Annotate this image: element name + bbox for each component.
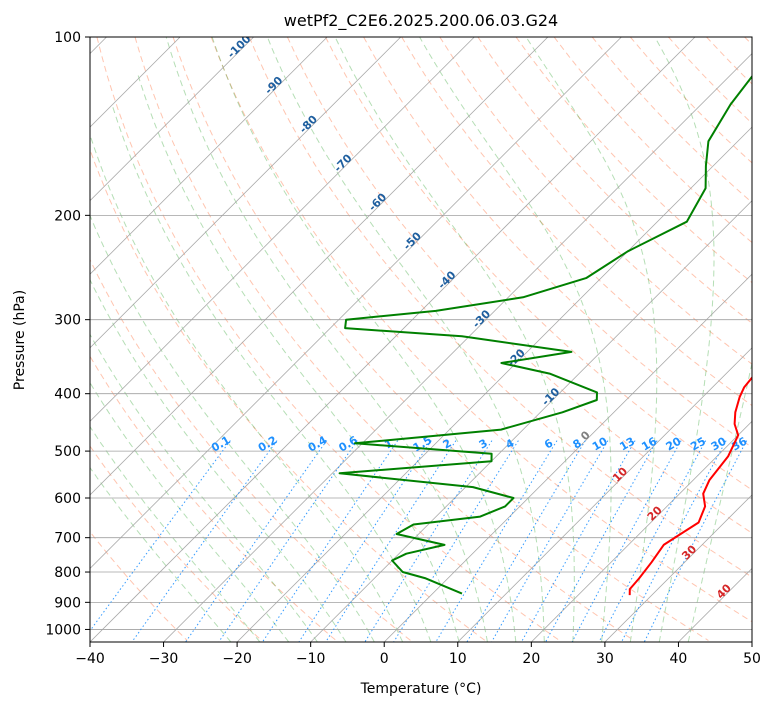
moist-adiabat-line bbox=[90, 381, 290, 642]
dry-adiabat-line bbox=[90, 148, 486, 641]
mixing-ratio-line bbox=[545, 440, 658, 642]
moist-adiabat-line bbox=[111, 104, 432, 642]
isotherm-line bbox=[90, 37, 475, 422]
y-tick-label: 200 bbox=[54, 208, 81, 224]
isotherm-line bbox=[310, 200, 752, 642]
dry-adiabat-line bbox=[90, 531, 188, 641]
mixing-ratio-line bbox=[621, 440, 727, 642]
dry-adiabat-line bbox=[172, 37, 709, 641]
moist-adiabat-line bbox=[334, 37, 575, 642]
y-tick-label: 400 bbox=[54, 387, 81, 403]
sounding-series-line bbox=[338, 74, 752, 595]
y-axis-title: Pressure (hPa) bbox=[12, 290, 28, 390]
isotherm-line bbox=[90, 37, 696, 642]
plot-area: -100-90-80-70-60-50-40-30-20-10010203040… bbox=[90, 37, 752, 642]
dry-adiabat-line bbox=[325, 37, 752, 491]
y-tick-label: 100 bbox=[54, 30, 81, 46]
dry-adiabat-line bbox=[96, 37, 560, 641]
y-tick-label: 1000 bbox=[45, 622, 81, 638]
sounding-profiles bbox=[338, 74, 752, 596]
isotherm-line bbox=[163, 52, 752, 642]
moist-adiabat-line bbox=[687, 360, 752, 642]
isotherm-line bbox=[457, 347, 752, 642]
isotherm-line bbox=[90, 37, 622, 570]
y-tick-label: 300 bbox=[54, 313, 81, 329]
moist-adiabat-line bbox=[90, 333, 318, 642]
x-tick-label: −30 bbox=[149, 651, 179, 667]
moist-adiabat-line bbox=[211, 37, 517, 642]
mixing-ratio-line bbox=[131, 440, 278, 642]
moist-adiabat-line bbox=[266, 37, 545, 642]
mixing-ratio-line bbox=[218, 440, 358, 642]
mixing-ratio-line bbox=[643, 440, 748, 642]
mixing-ratio-line bbox=[598, 440, 707, 642]
moist-adiabat-line bbox=[525, 37, 658, 642]
x-tick-label: 40 bbox=[670, 651, 688, 667]
moist-adiabat-line bbox=[136, 72, 460, 642]
mixing-ratio-line bbox=[491, 440, 609, 642]
y-tick-label: 500 bbox=[54, 444, 81, 460]
mixing-ratio-line bbox=[90, 440, 231, 632]
moist-adiabat-line bbox=[419, 37, 612, 642]
skewed-isotherms bbox=[90, 37, 752, 642]
plot-frame bbox=[89, 36, 753, 643]
y-axis-ticks: 100 200 300 400 500 600 700 800 900 1000 bbox=[45, 30, 90, 638]
isotherm-line bbox=[531, 420, 752, 642]
isotherm-line bbox=[604, 494, 752, 642]
y-tick-label: 900 bbox=[54, 595, 81, 611]
x-tick-label: 20 bbox=[522, 651, 540, 667]
x-tick-label: 10 bbox=[449, 651, 467, 667]
moist-adiabat-line bbox=[654, 37, 715, 642]
mixing-ratio-line bbox=[364, 440, 493, 642]
sounding-series-line bbox=[628, 376, 752, 596]
dry-adiabat-line bbox=[134, 37, 635, 641]
dry-adiabat-line bbox=[439, 37, 752, 365]
mixing-ratio-line bbox=[393, 440, 519, 642]
x-tick-label: −40 bbox=[75, 651, 105, 667]
mixing-ratio-line bbox=[571, 440, 682, 642]
isotherm-line bbox=[90, 37, 402, 349]
isotherm-line bbox=[90, 37, 328, 275]
mixing-ratio-line bbox=[435, 440, 558, 642]
x-tick-label: −20 bbox=[222, 651, 252, 667]
mixing-ratio-line bbox=[466, 440, 586, 642]
isotherm-line bbox=[236, 126, 752, 642]
x-tick-label: 50 bbox=[743, 651, 761, 667]
moist-adiabat-line bbox=[165, 37, 488, 642]
y-tick-label: 800 bbox=[54, 565, 81, 581]
x-axis-ticks: −40 −30 −20 −10 0 10 20 30 40 50 bbox=[75, 642, 761, 667]
x-tick-label: 30 bbox=[596, 651, 614, 667]
dry-adiabat-line bbox=[90, 355, 337, 641]
mixing-ratio-line bbox=[185, 440, 328, 642]
moist-adiabat-line bbox=[90, 425, 261, 642]
isotherm-line bbox=[90, 37, 254, 202]
y-tick-label: 700 bbox=[54, 531, 81, 547]
x-axis-title: Temperature (°C) bbox=[360, 681, 482, 697]
moist-adiabats bbox=[90, 37, 752, 642]
y-tick-label: 600 bbox=[54, 491, 81, 507]
x-tick-label: 0 bbox=[380, 651, 389, 667]
mixing-ratio-lines bbox=[90, 440, 748, 642]
dry-adiabat-line bbox=[90, 258, 411, 641]
dry-adiabat-line bbox=[286, 37, 752, 534]
pressure-gridlines bbox=[90, 37, 752, 630]
mixing-ratio-line bbox=[262, 440, 399, 642]
x-tick-label: −10 bbox=[296, 651, 326, 667]
chart-title: wetPf2_C2E6.2025.200.06.03.G24 bbox=[284, 11, 558, 31]
isotherm-line bbox=[90, 37, 549, 496]
isotherm-line bbox=[383, 273, 752, 642]
